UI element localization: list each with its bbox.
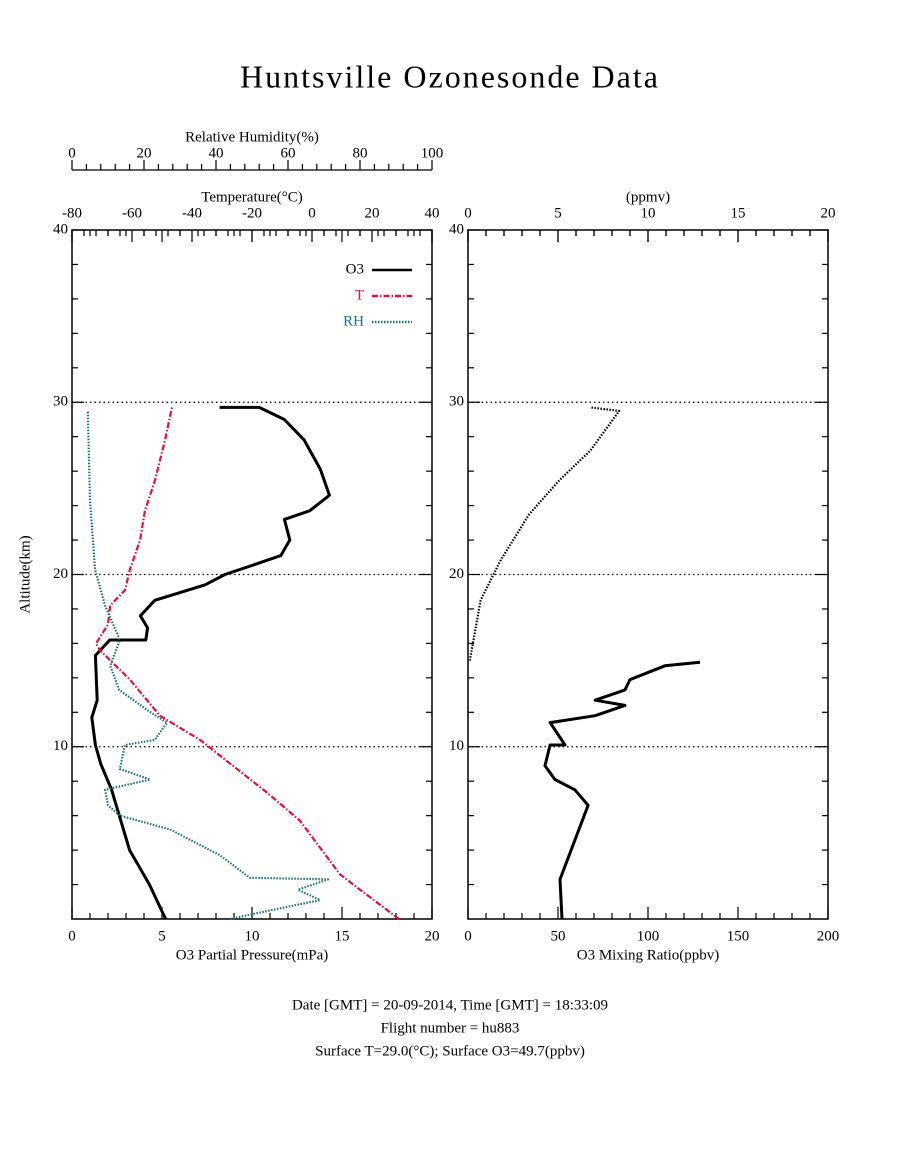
x3-axis-label: Relative Humidity(%): [185, 129, 319, 145]
y-tick-label: 10: [53, 738, 68, 754]
x3-tick-label: 20: [137, 145, 152, 161]
x2-tick-label: 20: [365, 205, 380, 221]
series-line: [86, 410, 330, 921]
chart-title: Huntsville Ozonesonde Data: [240, 58, 660, 94]
y-tick-label: 40: [53, 221, 68, 237]
footer-note: Date [GMT] = 20-09-2014, Time [GMT] = 18…: [292, 997, 608, 1013]
x-axis-label: O3 Partial Pressure(mPa): [176, 947, 328, 963]
x-tick-label: 5: [158, 928, 166, 944]
x2-tick-label: -40: [182, 205, 202, 221]
x2-tick-label: -80: [62, 205, 82, 221]
series-line: [94, 407, 400, 920]
x2-tick-label: 10: [641, 205, 656, 221]
y-tick-label: 20: [53, 566, 68, 582]
x-tick-label: 100: [637, 928, 660, 944]
footer-note: Flight number = hu883: [381, 1020, 520, 1036]
series-line: [468, 406, 621, 661]
x2-axis-label: Temperature(°C): [201, 189, 303, 205]
x3-tick-label: 0: [68, 145, 76, 161]
x-tick-label: 50: [551, 928, 566, 944]
x2-tick-label: 0: [464, 205, 472, 221]
x2-axis-label: (ppmv): [626, 189, 670, 205]
footer-note: Surface T=29.0(°C); Surface O3=49.7(ppbv…: [315, 1043, 585, 1059]
x2-tick-label: 0: [308, 205, 316, 221]
x2-tick-label: 5: [554, 205, 562, 221]
x2-tick-label: 40: [425, 205, 440, 221]
x3-tick-label: 100: [421, 145, 444, 161]
y-tick-label: 30: [53, 394, 68, 410]
series-line: [90, 405, 331, 920]
legend-label: RH: [343, 313, 364, 329]
y-axis-label: Altitude(km): [17, 535, 33, 613]
x-tick-label: 20: [425, 928, 440, 944]
x2-tick-label: -20: [242, 205, 262, 221]
series-line: [543, 660, 701, 920]
x-tick-label: 150: [727, 928, 750, 944]
y-tick-label: 20: [449, 566, 464, 582]
x3-tick-label: 80: [353, 145, 368, 161]
x-tick-label: 0: [464, 928, 472, 944]
x2-tick-label: 20: [821, 205, 836, 221]
x3-tick-label: 60: [281, 145, 296, 161]
x-tick-label: 10: [245, 928, 260, 944]
y-tick-label: 30: [449, 394, 464, 410]
legend-label: O3: [346, 261, 364, 277]
x3-tick-label: 40: [209, 145, 224, 161]
x-tick-label: 0: [68, 928, 76, 944]
x2-tick-label: -60: [122, 205, 142, 221]
legend-label: T: [355, 287, 364, 303]
x-tick-label: 200: [817, 928, 840, 944]
x2-tick-label: 15: [731, 205, 746, 221]
y-tick-label: 40: [449, 221, 464, 237]
y-tick-label: 10: [449, 738, 464, 754]
x-tick-label: 15: [335, 928, 350, 944]
x-axis-label: O3 Mixing Ratio(ppbv): [577, 947, 720, 963]
